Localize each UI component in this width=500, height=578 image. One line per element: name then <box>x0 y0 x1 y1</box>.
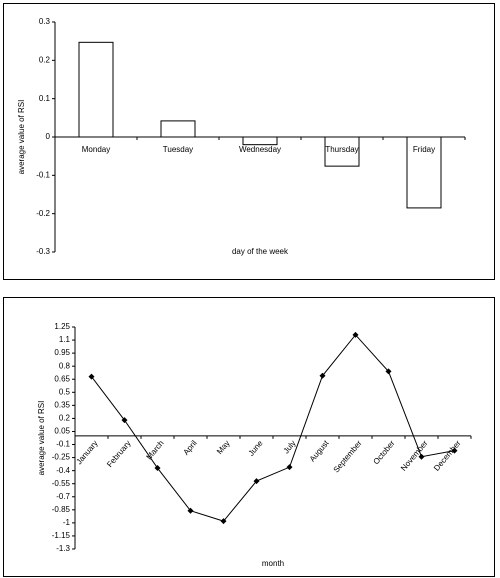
y-tick-label: 0.8 <box>59 361 71 370</box>
x-tick-label: January <box>74 439 99 467</box>
point <box>253 478 260 485</box>
y-tick-label: -1.15 <box>52 531 71 540</box>
x-tick-label: March <box>144 439 165 462</box>
y-tick-label: 0.3 <box>39 17 51 26</box>
y-tick-label: -0.7 <box>56 492 70 501</box>
y-tick-label: 0 <box>46 132 51 141</box>
y-tick-label: -0.25 <box>52 453 71 462</box>
y-tick-label: -1.3 <box>56 544 70 553</box>
point <box>319 372 326 379</box>
point <box>187 507 194 514</box>
y-tick-label: -0.1 <box>36 170 50 179</box>
x-tick-label: October <box>371 438 396 466</box>
y-tick-label: 0.2 <box>39 55 51 64</box>
point <box>286 464 293 471</box>
x-tick-label: Friday <box>413 145 435 154</box>
y-tick-label: 0.05 <box>54 427 70 436</box>
x-tick-label: August <box>308 438 331 463</box>
y-tick-label: 0.65 <box>54 374 70 383</box>
x-tick-label: May <box>215 439 232 456</box>
y-tick-label: 0.1 <box>39 94 51 103</box>
y-tick-label: -0.1 <box>56 440 70 449</box>
y-tick-label: 0.35 <box>54 400 70 409</box>
point <box>451 447 458 454</box>
x-tick-label: Wednesday <box>239 145 281 154</box>
bar <box>324 136 360 167</box>
point <box>88 373 95 380</box>
x-tick-label: July <box>282 439 298 456</box>
y-tick-label: 0.5 <box>59 387 71 396</box>
x-tick-label: Monday <box>82 145 110 154</box>
x-axis-label: day of the week <box>232 247 289 256</box>
x-tick-label: February <box>105 439 132 469</box>
bar <box>78 41 114 138</box>
bar <box>160 120 196 138</box>
y-tick-label: 0.95 <box>54 348 70 357</box>
y-tick-label: 0.2 <box>59 414 71 423</box>
bar <box>406 136 442 209</box>
point <box>385 368 392 375</box>
y-axis-label: average value of RSI <box>17 100 26 175</box>
line <box>91 334 455 522</box>
y-axis-label: average value of RSI <box>37 401 46 476</box>
y-tick-label: -0.55 <box>52 479 71 488</box>
bar <box>242 136 278 146</box>
point <box>352 331 359 338</box>
y-tick-label: 1.25 <box>54 322 70 331</box>
point <box>418 453 425 460</box>
x-tick-label: Thursday <box>325 145 358 154</box>
x-tick-label: December <box>432 438 463 472</box>
y-tick-label: -0.3 <box>36 247 50 256</box>
chart-frame <box>3 297 495 577</box>
y-tick-label: -0.85 <box>52 505 71 514</box>
point <box>154 465 161 472</box>
point <box>220 518 227 525</box>
x-tick-label: September <box>332 438 364 474</box>
y-tick-label: -0.4 <box>56 466 70 475</box>
y-tick-label: 1.1 <box>59 335 71 344</box>
x-tick-label: Tuesday <box>163 145 193 154</box>
point <box>121 417 128 424</box>
x-axis-label: month <box>262 559 284 568</box>
y-tick-label: -0.2 <box>36 209 50 218</box>
chart-frame <box>3 3 495 280</box>
x-tick-label: April <box>181 439 198 457</box>
x-tick-label: June <box>247 438 265 457</box>
y-tick-label: -1 <box>63 518 71 527</box>
